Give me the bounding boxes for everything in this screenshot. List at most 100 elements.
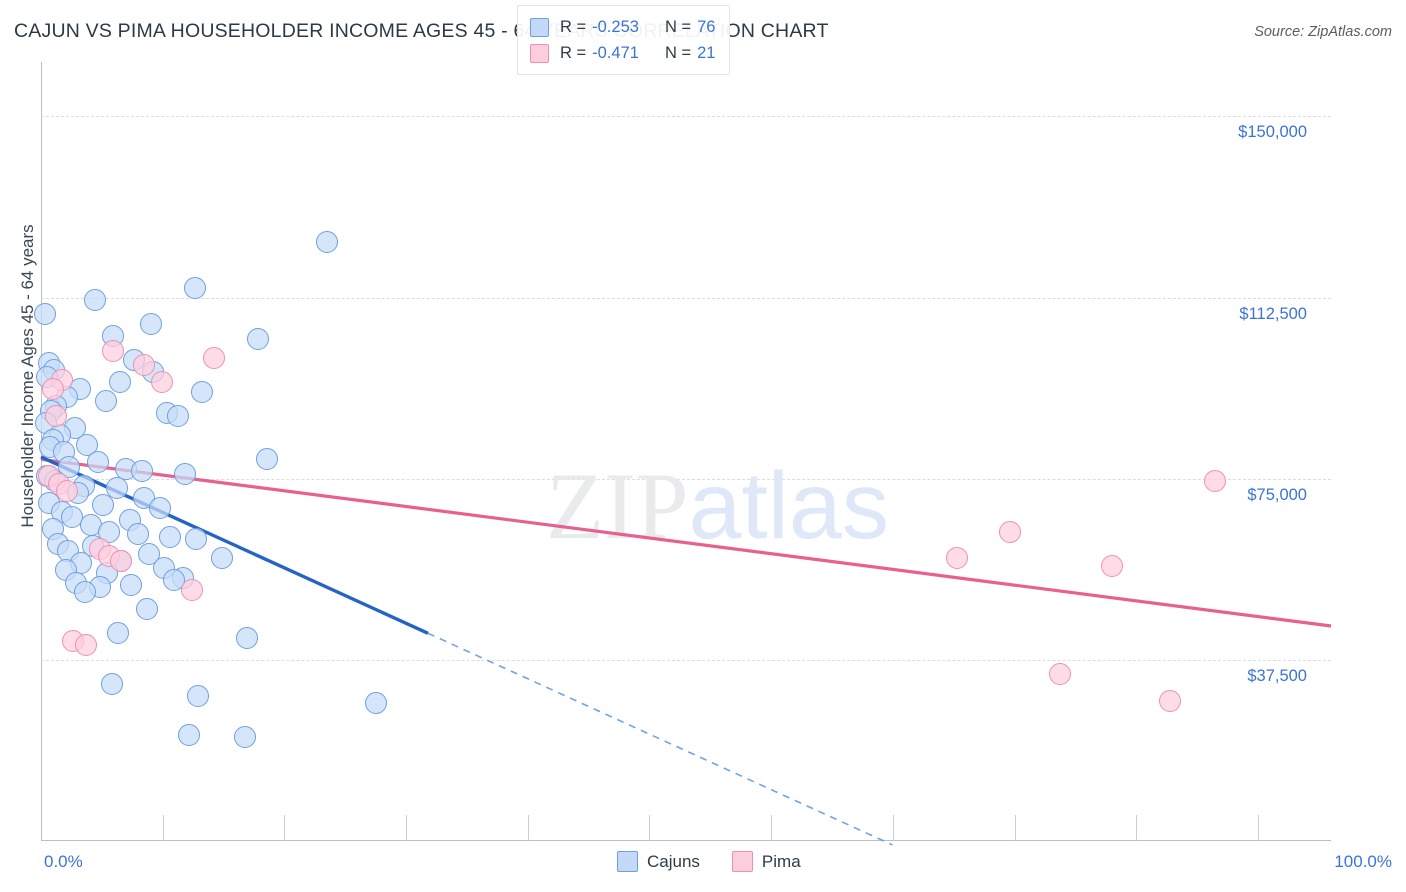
- y-axis-tick-label: $150,000: [1238, 123, 1307, 142]
- stats-r-value-cajuns: -0.253: [592, 17, 639, 36]
- scatter-point-cajuns: [120, 573, 143, 596]
- x-axis-tick: [771, 815, 773, 841]
- scatter-point-cajuns: [174, 462, 197, 485]
- scatter-point-cajuns: [84, 288, 107, 311]
- stats-n-label-pima: N =: [664, 43, 692, 62]
- scatter-point-cajuns: [365, 692, 388, 715]
- scatter-point-cajuns: [210, 547, 233, 570]
- scatter-point-pima: [180, 578, 203, 601]
- scatter-point-cajuns: [135, 598, 158, 621]
- scatter-point-cajuns: [191, 380, 214, 403]
- scatter-point-cajuns: [130, 460, 153, 483]
- scatter-point-cajuns: [107, 622, 130, 645]
- source-attribution: Source: ZipAtlas.com: [1254, 24, 1392, 40]
- scatter-point-pima: [202, 346, 225, 369]
- scatter-point-cajuns: [162, 569, 185, 592]
- x-axis-line: [41, 840, 1331, 841]
- legend-swatch-pima: [731, 851, 753, 872]
- scatter-point-cajuns: [94, 390, 117, 413]
- x-axis-tick: [406, 815, 408, 841]
- series-legend: Cajuns Pima: [617, 851, 833, 872]
- stats-n-value-cajuns: 76: [697, 17, 716, 36]
- scatter-point-cajuns: [138, 542, 161, 565]
- scatter-point-cajuns: [187, 685, 210, 708]
- stats-n-value-pima: 21: [697, 43, 716, 62]
- y-axis-tick-label: $75,000: [1247, 485, 1307, 504]
- scatter-point-cajuns: [236, 627, 259, 650]
- scatter-point-pima: [102, 339, 125, 362]
- scatter-point-pima: [1158, 689, 1181, 712]
- trendline-pima: [40, 457, 1332, 628]
- x-axis-tick: [284, 815, 286, 841]
- scatter-point-cajuns: [178, 723, 201, 746]
- scatter-point-pima: [41, 378, 64, 401]
- stats-row: R = -0.253 N = 76: [530, 14, 715, 40]
- scatter-point-cajuns: [159, 525, 181, 548]
- stats-swatch-cajuns: [530, 17, 549, 37]
- scatter-point-pima: [945, 547, 968, 570]
- scatter-point-cajuns: [76, 433, 99, 456]
- scatter-point-cajuns: [139, 313, 162, 336]
- scatter-point-pima: [109, 549, 132, 572]
- scatter-point-cajuns: [316, 230, 339, 253]
- gridline: [41, 297, 1331, 299]
- stats-n-label-cajuns: N =: [664, 17, 692, 36]
- scatter-point-cajuns: [184, 528, 207, 551]
- scatter-point-cajuns: [100, 672, 123, 695]
- scatter-point-cajuns: [126, 523, 149, 546]
- y-axis-title: Householder Income Ages 45 - 64 years: [18, 224, 37, 528]
- x-axis-tick: [649, 815, 651, 841]
- legend-label-pima: Pima: [761, 851, 801, 871]
- y-axis-tick-label: $37,500: [1247, 666, 1307, 685]
- stats-r-label-pima: R =: [560, 43, 587, 62]
- plot-area: ZIPatlas: [33, 62, 1332, 846]
- x-axis-tick: [527, 815, 529, 841]
- scatter-point-pima: [75, 634, 98, 657]
- scatter-point-cajuns: [86, 450, 109, 473]
- x-axis-tick: [1014, 815, 1016, 841]
- gridline: [41, 116, 1331, 118]
- x-axis-max-label: 100.0%: [1334, 852, 1392, 871]
- scatter-point-cajuns: [58, 455, 81, 478]
- scatter-point-cajuns: [91, 494, 114, 517]
- scatter-point-cajuns: [73, 581, 96, 604]
- scatter-point-pima: [998, 520, 1021, 543]
- scatter-point-pima: [1203, 470, 1226, 493]
- scatter-point-pima: [133, 354, 156, 377]
- x-axis-tick: [892, 815, 894, 841]
- y-axis-tick-label: $112,500: [1239, 304, 1307, 323]
- scatter-point-cajuns: [108, 371, 131, 394]
- trendline-cajuns: [40, 455, 429, 635]
- scatter-point-pima: [45, 404, 68, 427]
- stats-legend: R = -0.253 N = 76 R = -0.471 N = 21: [517, 5, 731, 75]
- scatter-point-pima: [1100, 554, 1123, 577]
- stats-swatch-pima: [530, 43, 549, 63]
- trendlines: [40, 455, 1332, 846]
- scatter-point-cajuns: [255, 448, 278, 471]
- scatter-point-pima: [1049, 663, 1072, 686]
- x-axis-min-label: 0.0%: [44, 852, 83, 871]
- stats-r-value-pima: -0.471: [592, 43, 639, 62]
- legend-item-cajuns[interactable]: Cajuns: [617, 851, 700, 872]
- scatter-point-cajuns: [148, 496, 171, 519]
- scatter-point-cajuns: [106, 477, 129, 500]
- scatter-point-cajuns: [33, 303, 56, 326]
- x-axis-tick: [1136, 815, 1138, 841]
- scatter-point-pima: [55, 479, 78, 502]
- legend-label-cajuns: Cajuns: [647, 851, 700, 871]
- scatter-point-cajuns: [166, 404, 189, 427]
- stats-row: R = -0.471 N = 21: [530, 40, 715, 66]
- legend-item-pima[interactable]: Pima: [731, 851, 801, 872]
- stats-r-label-cajuns: R =: [560, 17, 587, 36]
- scatter-point-pima: [151, 371, 174, 394]
- x-axis-tick: [162, 815, 164, 841]
- trendline-cajuns-extension: [427, 632, 893, 846]
- scatter-point-cajuns: [233, 726, 256, 749]
- x-axis-tick: [1257, 815, 1259, 841]
- scatter-point-cajuns: [183, 276, 206, 299]
- legend-swatch-cajuns: [617, 851, 638, 872]
- scatter-point-cajuns: [246, 327, 269, 350]
- gridline: [41, 478, 1331, 480]
- gridline: [41, 659, 1331, 661]
